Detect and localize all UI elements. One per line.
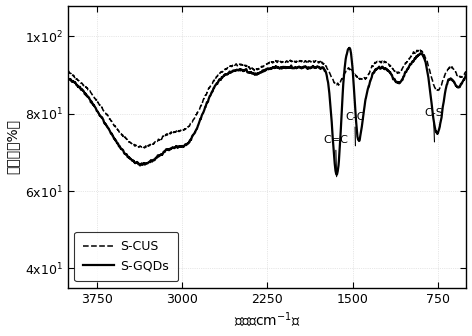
S-CUS <box>379 59 385 63</box>
S-GQDs <box>379 65 385 69</box>
S-CUS <box>85 88 91 92</box>
X-axis label: 波数（cm$^{-1}$）: 波数（cm$^{-1}$） <box>234 311 301 330</box>
S-CUS <box>259 64 265 68</box>
S-GQDs <box>334 173 339 177</box>
Line: S-CUS: S-CUS <box>68 50 466 148</box>
Text: C-C: C-C <box>345 112 365 146</box>
S-GQDs <box>453 83 458 87</box>
Text: C=C: C=C <box>323 135 348 177</box>
S-CUS <box>453 69 458 73</box>
S-CUS <box>65 70 71 74</box>
S-GQDs <box>464 73 469 77</box>
S-GQDs <box>85 95 91 99</box>
S-CUS <box>142 146 147 150</box>
S-CUS <box>464 70 469 74</box>
S-CUS <box>452 69 458 73</box>
Text: C-S: C-S <box>424 108 443 142</box>
S-GQDs <box>259 70 265 74</box>
Legend: S-CUS, S-GQDs: S-CUS, S-GQDs <box>74 232 178 282</box>
S-CUS <box>417 48 423 52</box>
S-GQDs <box>452 82 458 86</box>
S-GQDs <box>248 71 254 75</box>
S-GQDs <box>346 46 352 50</box>
Line: S-GQDs: S-GQDs <box>68 48 466 175</box>
Y-axis label: 透射率（%）: 透射率（%） <box>6 119 19 174</box>
S-GQDs <box>65 77 71 81</box>
S-CUS <box>249 67 254 71</box>
